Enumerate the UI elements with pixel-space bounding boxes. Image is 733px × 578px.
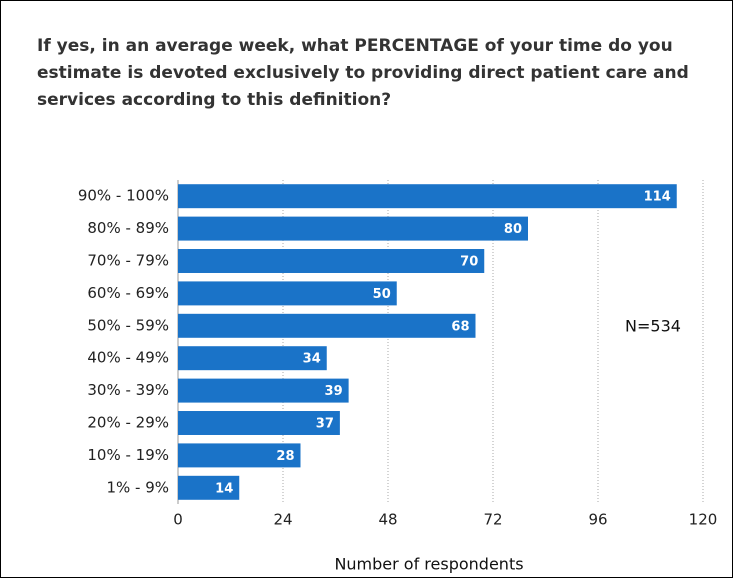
data-label: 39 — [325, 384, 343, 399]
chart-title: If yes, in an average week, what PERCENT… — [37, 36, 689, 110]
y-tick-label: 30% - 39% — [87, 381, 169, 399]
bar — [178, 346, 327, 371]
data-label: 37 — [316, 417, 334, 432]
y-tick-label: 20% - 29% — [87, 414, 169, 432]
data-label: 28 — [276, 449, 294, 464]
x-tick-label: 96 — [588, 511, 607, 529]
bar — [178, 475, 240, 500]
y-tick-label: 80% - 89% — [87, 219, 169, 237]
data-label: 114 — [644, 190, 671, 205]
data-label: 68 — [451, 319, 469, 334]
y-tick-label: 70% - 79% — [87, 252, 169, 270]
data-label: 80 — [504, 222, 522, 237]
y-tick-label: 90% - 100% — [78, 187, 169, 205]
bar — [178, 443, 301, 468]
y-tick-label: 50% - 59% — [87, 316, 169, 334]
y-tick-label: 1% - 9% — [106, 478, 169, 496]
bar — [178, 216, 528, 241]
bar — [178, 411, 340, 435]
x-tick-label: 24 — [273, 511, 292, 529]
x-tick-label: 120 — [689, 511, 718, 529]
bar — [178, 281, 397, 306]
y-tick-label: 40% - 49% — [87, 349, 169, 367]
bar — [178, 184, 677, 209]
annotation: N=534 — [625, 317, 681, 336]
y-tick-label: 60% - 69% — [87, 284, 169, 302]
x-tick-label: 72 — [483, 511, 502, 529]
bar — [178, 378, 349, 403]
y-tick-label: 10% - 19% — [87, 446, 169, 464]
x-tick-label: 0 — [173, 511, 183, 529]
data-label: 50 — [373, 287, 391, 302]
bar — [178, 249, 485, 273]
x-tick-label: 48 — [378, 511, 397, 529]
data-label: 14 — [215, 481, 233, 496]
bar — [178, 313, 476, 338]
x-axis-label: Number of respondents — [334, 555, 523, 574]
data-label: 70 — [460, 255, 478, 270]
data-label: 34 — [303, 352, 321, 367]
